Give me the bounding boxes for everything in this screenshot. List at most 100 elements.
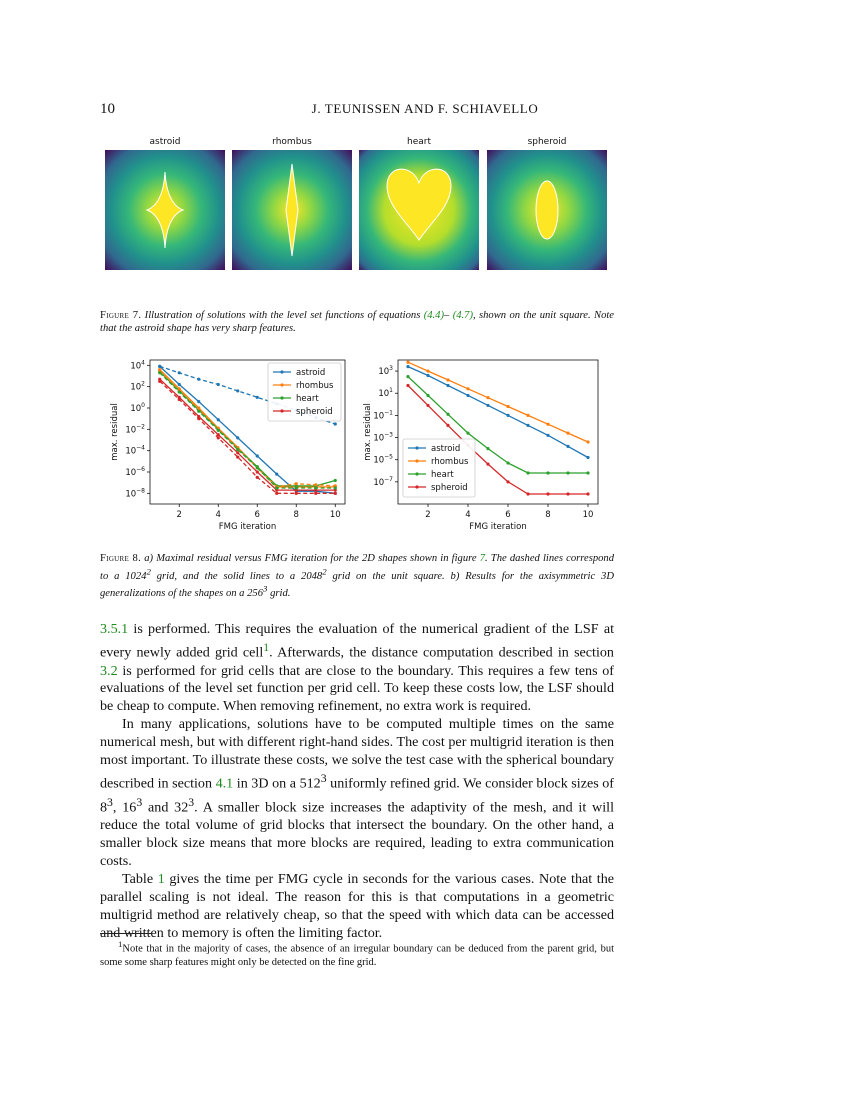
shape-spheroid (535, 180, 559, 240)
data-point (216, 382, 220, 387)
series-line-spheroid (159, 378, 336, 491)
data-point (333, 478, 337, 483)
data-point (255, 475, 259, 479)
shape-astroid (145, 171, 185, 249)
legend-marker (415, 472, 419, 476)
panel-title-astroid: astroid (149, 137, 181, 147)
data-point (586, 440, 590, 444)
data-point (426, 369, 430, 373)
section-ref-3-2[interactable]: 3.2 (100, 662, 118, 679)
legend-label: heart (296, 394, 319, 404)
y-tick-label: 10−3 (373, 432, 393, 444)
series-line-rhombus (407, 361, 589, 443)
legend-box (267, 362, 342, 422)
data-point (566, 431, 570, 435)
legend-marker (280, 396, 284, 400)
y-axis-label: max. residual (363, 403, 373, 461)
data-point (197, 409, 201, 413)
y-tick-label: 10−2 (125, 423, 145, 435)
data-point (486, 403, 490, 408)
data-point (197, 400, 201, 404)
footnote-rule (100, 933, 152, 934)
series-line-dashed-4 (159, 365, 336, 425)
panel-title-rhombus: rhombus (272, 137, 312, 147)
data-point (426, 393, 430, 398)
x-axis-label: FMG iteration (219, 522, 276, 532)
equation-ref-4-7[interactable]: (4.7) (452, 310, 473, 321)
data-point (158, 371, 162, 375)
x-tick-label: 4 (216, 510, 221, 520)
data-point (526, 413, 530, 417)
data-point (566, 492, 570, 496)
data-point (236, 389, 240, 393)
x-tick-label: 10 (583, 510, 594, 520)
y-tick-label: 10−1 (373, 409, 393, 421)
x-tick-label: 2 (425, 510, 430, 520)
data-point (333, 422, 337, 426)
legend-label: spheroid (431, 483, 468, 493)
legend-marker (280, 370, 284, 374)
legend-marker (415, 459, 419, 463)
data-point (486, 462, 490, 466)
legend-label: rhombus (296, 381, 334, 391)
data-point (177, 371, 181, 375)
legend-label: astroid (296, 368, 325, 378)
x-tick-label: 6 (255, 510, 260, 520)
data-point (236, 451, 240, 455)
plot-frame (149, 359, 346, 505)
y-tick-label: 10−8 (125, 487, 145, 499)
series-line-heart (407, 376, 588, 474)
caption-label: Figure 7. (100, 310, 142, 321)
legend-marker (415, 485, 419, 489)
footnote-mark: 1 (118, 939, 123, 949)
data-point (275, 486, 279, 490)
data-point (294, 491, 298, 495)
data-point (197, 377, 201, 381)
data-point (158, 364, 162, 368)
y-tick-label: 101 (378, 387, 393, 399)
footnote: 1Note that in the majority of cases, the… (100, 938, 614, 970)
data-point (294, 482, 298, 486)
data-point (486, 396, 490, 400)
panel-title-spheroid: spheroid (527, 137, 567, 147)
data-point (546, 422, 550, 426)
footnote-text: Note that in the majority of cases, the … (100, 943, 614, 969)
caption-label: Figure 8. (100, 553, 142, 564)
panel-rhombus (232, 150, 352, 270)
data-point (546, 433, 550, 437)
x-tick-label: 2 (177, 510, 182, 520)
section-ref-3-5-1[interactable]: 3.5.1 (100, 621, 129, 637)
data-point (506, 404, 510, 409)
series-line-dashed-5 (159, 370, 336, 488)
caption-text: Illustration of solutions with the level… (100, 310, 615, 334)
legend-marker (280, 383, 284, 387)
data-point (466, 387, 470, 391)
x-axis-label: FMG iteration (469, 522, 526, 532)
data-point (466, 431, 470, 435)
paragraph-2: In many applications, solutions have to … (100, 716, 615, 869)
data-point (446, 378, 450, 382)
data-point (486, 447, 490, 451)
data-point (546, 471, 550, 475)
data-point (406, 383, 410, 388)
table-ref-1[interactable]: 1 (157, 870, 165, 887)
y-tick-label: 10−7 (373, 476, 393, 488)
data-point (177, 390, 181, 394)
section-ref-4-1[interactable]: 4.1 (215, 775, 234, 792)
footnote-ref-1[interactable]: 1 (263, 640, 270, 654)
legend-box (402, 438, 476, 498)
y-tick-label: 10−6 (125, 466, 145, 478)
data-point (314, 486, 318, 490)
figure-ref-7[interactable]: 7 (479, 553, 486, 564)
equation-ref-4-4[interactable]: (4.4) (423, 310, 445, 321)
data-point (275, 491, 279, 495)
caption-text: a) Maximal residual versus FMG iteration… (100, 553, 615, 600)
legend-label: rhombus (431, 457, 469, 467)
x-tick-label: 4 (465, 510, 470, 520)
shape-rhombus (285, 163, 299, 257)
paragraph-1: 3.5.1 is performed. This requires the ev… (100, 621, 614, 715)
series-line-spheroid (407, 385, 588, 495)
legend-marker (415, 446, 419, 450)
paragraph-3: Table 1 gives the time per FMG cycle in … (100, 870, 615, 941)
y-tick-label: 10−5 (373, 454, 393, 466)
